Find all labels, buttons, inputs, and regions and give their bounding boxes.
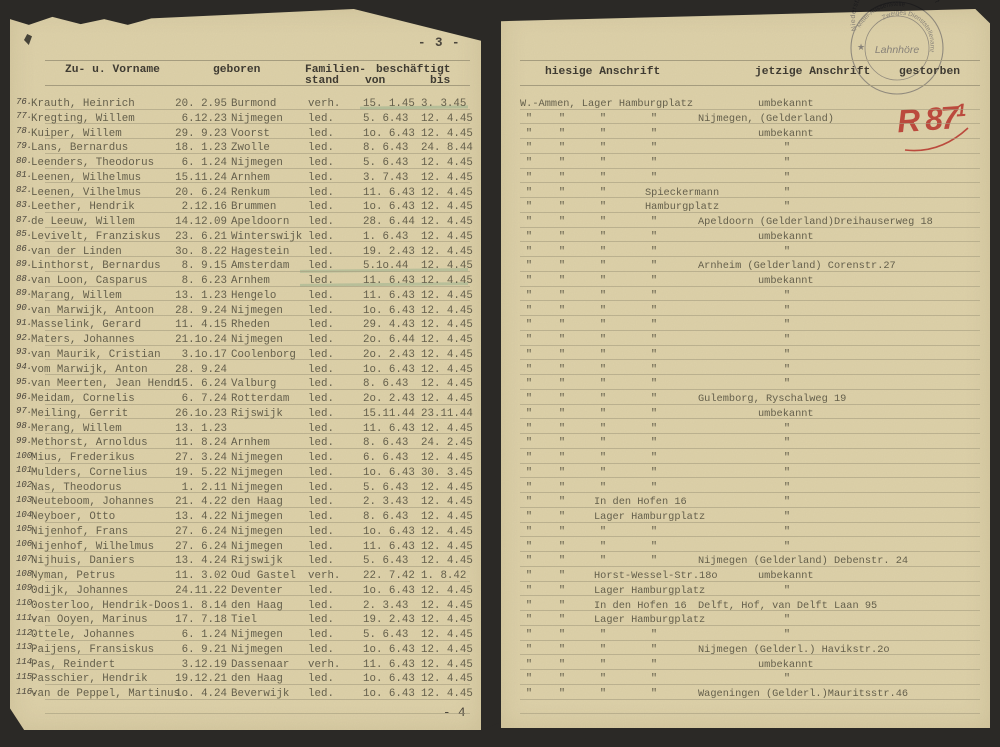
svg-text:Lahnhöre: Lahnhöre [875, 44, 920, 56]
svg-text:★: ★ [857, 42, 865, 52]
